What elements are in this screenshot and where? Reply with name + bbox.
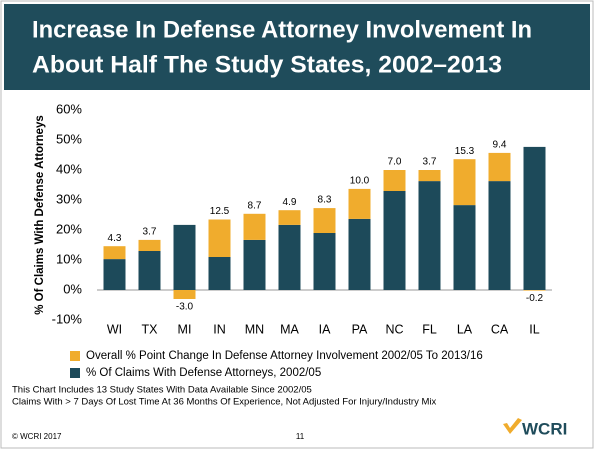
- legend-label: Overall % Point Change In Defense Attorn…: [86, 350, 483, 362]
- bar-base: [103, 259, 126, 290]
- bar-base: [348, 218, 371, 290]
- data-label: 8.3: [318, 195, 332, 206]
- x-tick-label: WI: [107, 322, 122, 336]
- x-tick-label: TX: [142, 322, 159, 336]
- y-tick-label: 0%: [63, 281, 82, 296]
- bar-base: [243, 239, 266, 290]
- data-label: -3.0: [176, 302, 194, 313]
- data-label: 9.4: [493, 140, 507, 151]
- y-tick-label: -10%: [52, 311, 83, 326]
- bar-change: [523, 290, 546, 291]
- bar-base: [488, 181, 511, 290]
- chart-title: About Half The Study States, 2002–2013: [32, 51, 502, 78]
- data-label: 15.3: [455, 146, 475, 157]
- x-tick-label: LA: [457, 322, 473, 336]
- bar-change: [453, 159, 476, 206]
- note: This Chart Includes 13 Study States With…: [12, 385, 312, 396]
- bar-base: [523, 146, 546, 290]
- bar-change: [173, 290, 196, 299]
- bar-base: [208, 257, 231, 290]
- x-tick-label: MI: [178, 322, 192, 336]
- bar-base: [383, 191, 406, 290]
- x-tick-label: IA: [319, 322, 331, 336]
- data-label: 8.7: [248, 200, 262, 211]
- data-label: 4.3: [108, 233, 122, 244]
- legend-label: % Of Claims With Defense Attorneys, 2002…: [86, 367, 321, 379]
- bar-change: [348, 188, 371, 219]
- data-label: 10.0: [350, 176, 370, 187]
- copyright: © WCRI 2017: [12, 432, 62, 441]
- bar-base: [453, 205, 476, 290]
- y-tick-label: 20%: [56, 221, 82, 236]
- x-tick-label: MA: [280, 322, 299, 336]
- bar-change: [313, 208, 336, 233]
- y-tick-label: 60%: [56, 101, 82, 116]
- bar-base: [173, 224, 196, 290]
- y-tick-label: 10%: [56, 251, 82, 266]
- bar-change: [138, 239, 161, 251]
- logo-mark: [503, 418, 522, 434]
- note: Claims With > 7 Days Of Lost Time At 36 …: [12, 397, 436, 408]
- x-tick-label: FL: [422, 322, 437, 336]
- y-tick-label: 40%: [56, 161, 82, 176]
- data-label: 12.5: [210, 206, 230, 217]
- bar-base: [278, 224, 301, 290]
- x-tick-label: PA: [352, 322, 368, 336]
- x-tick-label: NC: [385, 322, 403, 336]
- data-label: 7.0: [388, 157, 402, 168]
- logo: WCRI: [522, 419, 567, 438]
- y-tick-label: 30%: [56, 191, 82, 206]
- title-banner: [4, 4, 590, 90]
- x-tick-label: IL: [529, 322, 539, 336]
- x-tick-label: MN: [245, 322, 264, 336]
- bar-change: [488, 152, 511, 182]
- x-tick-label: IN: [213, 322, 226, 336]
- legend-swatch: [70, 368, 80, 378]
- bar-change: [243, 213, 266, 240]
- bar-base: [138, 251, 161, 290]
- bar-base: [313, 233, 336, 290]
- data-label: 3.7: [423, 157, 437, 168]
- bar-change: [383, 170, 406, 191]
- data-label: 4.9: [283, 197, 297, 208]
- bar-change: [103, 246, 126, 260]
- legend-swatch: [70, 351, 80, 361]
- bar-change: [278, 210, 301, 225]
- bar-change: [208, 219, 231, 257]
- data-label: -0.2: [526, 293, 544, 304]
- bar-base: [418, 181, 441, 290]
- bar-change: [418, 170, 441, 182]
- x-tick-label: CA: [491, 322, 509, 336]
- page-number: 11: [296, 432, 305, 441]
- data-label: 3.7: [143, 227, 157, 238]
- chart-title: Increase In Defense Attorney Involvement…: [32, 16, 532, 43]
- y-tick-label: 50%: [56, 131, 82, 146]
- y-axis-label: % Of Claims With Defense Attorneys: [34, 115, 46, 314]
